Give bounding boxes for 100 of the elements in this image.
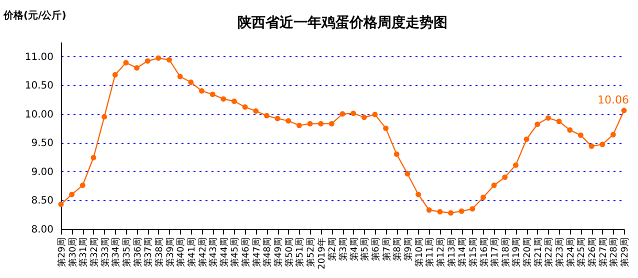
point <box>610 132 616 138</box>
point <box>80 182 86 188</box>
x-tick-label: 第48周 <box>262 238 274 267</box>
point <box>578 132 584 138</box>
x-tick-label: 第40周 <box>176 238 187 267</box>
y-tick-label: 9.50 <box>31 138 54 150</box>
x-tick-label: 第18周 <box>500 238 512 267</box>
point <box>480 194 486 200</box>
x-tick-label: 第31周 <box>78 238 90 267</box>
point <box>448 210 454 216</box>
point <box>264 112 270 118</box>
x-tick-label: 第42周 <box>197 238 208 267</box>
point <box>404 171 410 176</box>
x-tick-label: 第15周 <box>468 238 479 267</box>
x-tick-label: 第4周 <box>348 238 360 262</box>
point <box>437 209 443 214</box>
point <box>383 126 389 132</box>
x-tick-label: 第27周 <box>598 238 609 267</box>
x-tick-label: 第5周 <box>360 238 371 262</box>
x-tick-label: 第13周 <box>446 238 458 267</box>
x-tick-label: 第47周 <box>251 238 262 267</box>
x-tick-label: 第37周 <box>143 238 154 267</box>
point <box>600 142 606 148</box>
point <box>416 192 422 198</box>
x-tick-label: 第28周 <box>608 238 620 267</box>
x-tick-label: 第52周 <box>306 238 317 267</box>
x-tick-label: 第17周 <box>490 238 501 267</box>
x-tick-label: 第39周 <box>164 238 176 267</box>
point <box>134 65 140 71</box>
point <box>90 154 96 160</box>
x-tick-label: 第7周 <box>381 238 392 262</box>
point <box>545 115 551 121</box>
x-tick-label: 第16周 <box>478 238 490 267</box>
point <box>361 114 367 120</box>
point <box>123 60 129 66</box>
point <box>328 120 334 126</box>
point <box>502 174 508 180</box>
point <box>58 202 64 207</box>
point <box>318 120 324 126</box>
data-label: 10.06 <box>598 93 629 106</box>
y-tick-label: 11.00 <box>24 52 54 63</box>
point <box>350 110 356 116</box>
x-tick-label: 第33周 <box>100 238 111 267</box>
point <box>372 112 378 118</box>
y-tick-label: 8.00 <box>31 224 54 236</box>
point <box>220 96 226 102</box>
x-tick-label: 第43周 <box>208 238 220 267</box>
point <box>177 74 183 80</box>
point <box>588 143 594 149</box>
point <box>102 114 108 120</box>
point <box>156 55 162 61</box>
x-tick-label: 第45周 <box>230 238 241 267</box>
point <box>307 120 313 126</box>
x-tick-label: 第19周 <box>511 238 522 267</box>
x-tick-label: 第25周 <box>576 238 588 267</box>
y-tick-label: 9.00 <box>31 166 54 178</box>
point <box>621 108 627 114</box>
point <box>144 58 150 64</box>
point <box>458 208 464 214</box>
point <box>556 118 562 124</box>
point <box>199 88 204 94</box>
x-tick-label: 第46周 <box>240 238 252 267</box>
point <box>567 127 573 133</box>
x-tick-label: 第8周 <box>392 238 404 262</box>
point <box>394 151 400 157</box>
point <box>166 57 172 63</box>
x-tick-label: 第29周 <box>56 238 68 267</box>
x-tick-label: 第2周 <box>327 238 338 262</box>
point <box>491 182 497 188</box>
y-tick-label: 10.00 <box>24 109 54 120</box>
x-tick-label: 第11周 <box>424 238 436 267</box>
x-tick-label: 第3周 <box>338 238 349 262</box>
point <box>210 92 216 98</box>
x-tick-label: 第22周 <box>544 238 555 267</box>
x-tick-label: 第9周 <box>402 238 414 262</box>
x-tick-label: 第41周 <box>186 238 198 267</box>
x-tick-label: 第30周 <box>67 238 78 267</box>
x-tick-label: 第32周 <box>88 238 100 267</box>
x-tick-label: 第34周 <box>110 238 122 267</box>
x-tick-label: 第36周 <box>132 238 144 267</box>
point <box>296 122 302 128</box>
point <box>188 80 194 86</box>
y-tick-label: 10.50 <box>24 80 54 92</box>
x-tick-label: 第38周 <box>154 238 165 267</box>
x-tick-label: 第14周 <box>457 238 468 267</box>
point <box>512 162 518 168</box>
x-tick-label: 第50周 <box>284 238 295 267</box>
x-tick-label: 第51周 <box>294 238 306 267</box>
point <box>112 72 118 78</box>
x-tick-label: 第6周 <box>370 238 382 262</box>
point <box>253 108 259 114</box>
point <box>524 136 530 142</box>
point <box>286 118 292 124</box>
x-tick-label: 第35周 <box>121 238 132 267</box>
x-tick-label: 第24周 <box>565 238 576 267</box>
chart-title: 陕西省近一年鸡蛋价格周度走势图 <box>238 14 448 31</box>
x-tick-label: 第21周 <box>532 238 544 267</box>
point <box>231 98 237 104</box>
y-tick-label: 8.50 <box>31 196 54 207</box>
x-tick-label: 2019年 <box>316 238 328 270</box>
